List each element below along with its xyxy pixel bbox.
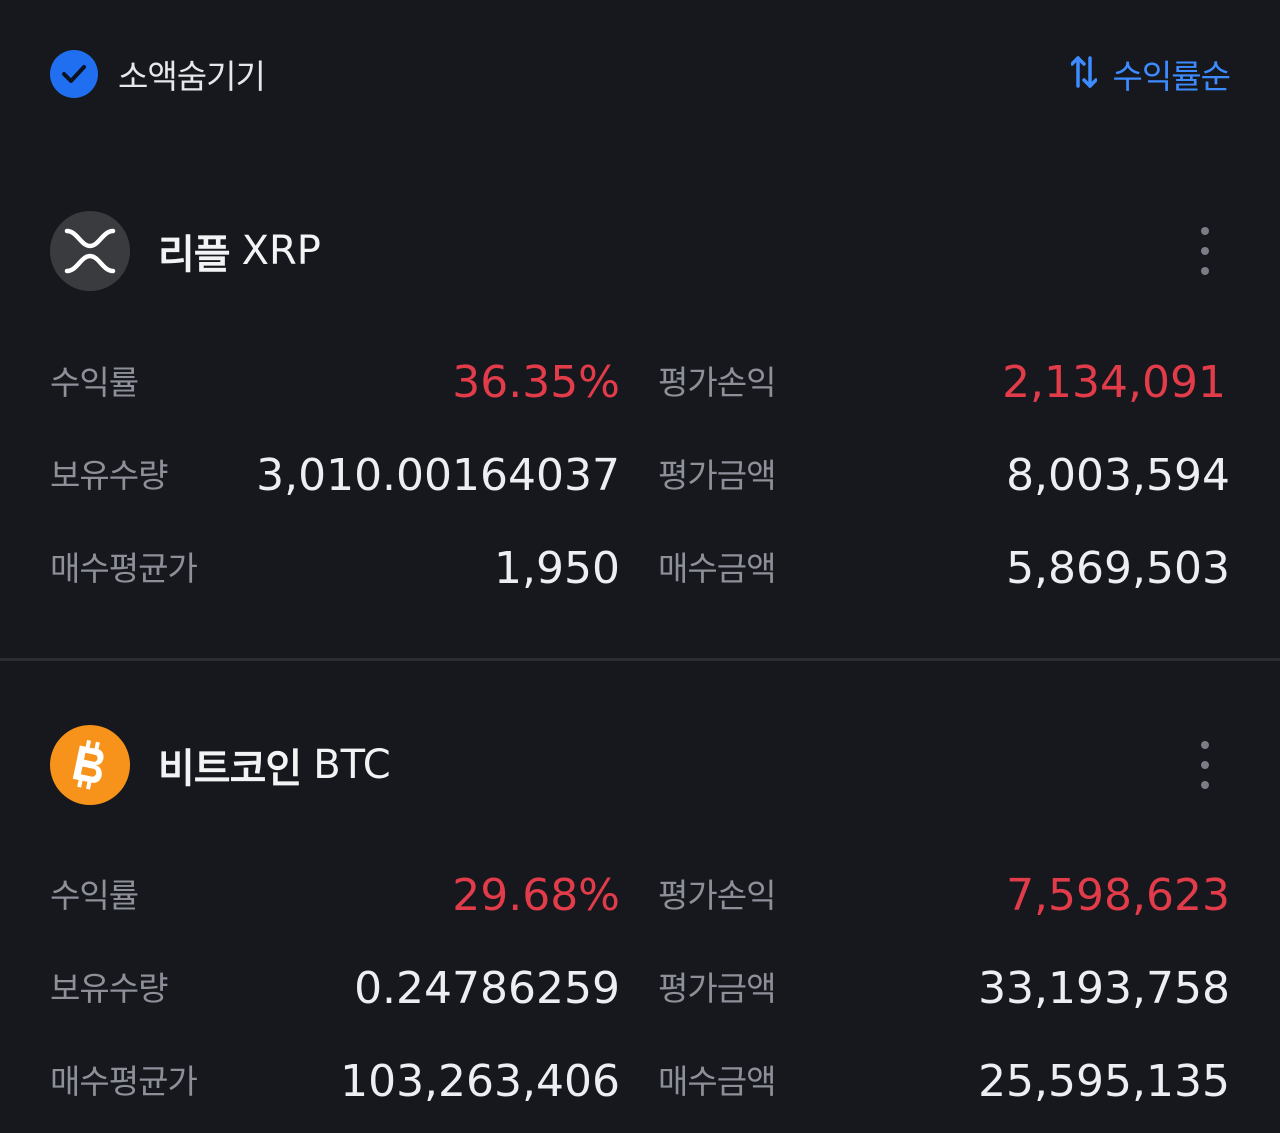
buy-amount-label: 매수금액 — [658, 549, 776, 588]
top-bar: 소액숨기기 수익률순 — [0, 0, 1280, 150]
avg-buy-price-label: 매수평균가 — [50, 1062, 198, 1101]
divider — [0, 658, 1280, 661]
stat-row: 매수평균가 103,263,406 매수금액 25,595,135 — [0, 1052, 1280, 1112]
avg-buy-price-value: 103,263,406 — [340, 1056, 620, 1107]
coin-symbol: BTC — [313, 742, 391, 788]
profit-loss-label: 평가손익 — [658, 363, 776, 402]
coin-name: 리플 — [158, 232, 231, 278]
profit-loss-label: 평가손익 — [658, 876, 776, 915]
valuation-label: 평가금액 — [658, 456, 776, 495]
buy-amount-value: 5,869,503 — [1006, 543, 1230, 594]
avg-buy-price-value: 1,950 — [494, 543, 620, 594]
sort-arrows-icon — [1069, 54, 1098, 94]
profit-loss-value: 7,598,623 — [1006, 870, 1230, 921]
stat-row: 수익률 29.68% 평가손익 7,598,623 — [0, 866, 1280, 926]
coin-header[interactable]: 비트코인 BTC — [50, 725, 391, 805]
holding-qty-value: 0.24786259 — [354, 963, 620, 1014]
hide-small-amounts-label: 소액숨기기 — [118, 57, 266, 96]
return-rate-value: 29.68% — [452, 870, 620, 921]
xrp-logo-icon — [50, 211, 130, 291]
valuation-label: 평가금액 — [658, 969, 776, 1008]
buy-amount-label: 매수금액 — [658, 1062, 776, 1101]
return-rate-value: 36.35% — [452, 357, 620, 408]
holding-qty-label: 보유수량 — [50, 969, 168, 1008]
coin-header[interactable]: 리플 XRP — [50, 211, 321, 291]
stat-row: 보유수량 3,010.00164037 평가금액 8,003,594 — [0, 446, 1280, 506]
holding-qty-value: 3,010.00164037 — [256, 450, 620, 501]
bitcoin-logo-icon — [50, 725, 130, 805]
stat-row: 수익률 36.35% 평가손익 2,134,091 — [0, 353, 1280, 413]
valuation-value: 33,193,758 — [978, 963, 1230, 1014]
sort-by-return-button[interactable]: 수익률순 — [1069, 50, 1231, 98]
buy-amount-value: 25,595,135 — [978, 1056, 1230, 1107]
more-options-icon[interactable] — [1190, 227, 1220, 275]
avg-buy-price-label: 매수평균가 — [50, 549, 198, 588]
holding-qty-label: 보유수량 — [50, 456, 168, 495]
hide-small-amounts-toggle[interactable]: 소액숨기기 — [50, 50, 266, 98]
valuation-value: 8,003,594 — [1006, 450, 1230, 501]
more-options-icon[interactable] — [1190, 741, 1220, 789]
checkbox-checked-icon[interactable] — [50, 50, 98, 98]
coin-name: 비트코인 — [158, 746, 302, 792]
profit-loss-value: 2,134,091 — [1002, 357, 1226, 408]
sort-label: 수익률순 — [1112, 57, 1231, 96]
stat-row: 보유수량 0.24786259 평가금액 33,193,758 — [0, 959, 1280, 1019]
return-rate-label: 수익률 — [50, 363, 139, 402]
stat-row: 매수평균가 1,950 매수금액 5,869,503 — [0, 539, 1280, 599]
return-rate-label: 수익률 — [50, 876, 139, 915]
coin-symbol: XRP — [241, 228, 321, 274]
